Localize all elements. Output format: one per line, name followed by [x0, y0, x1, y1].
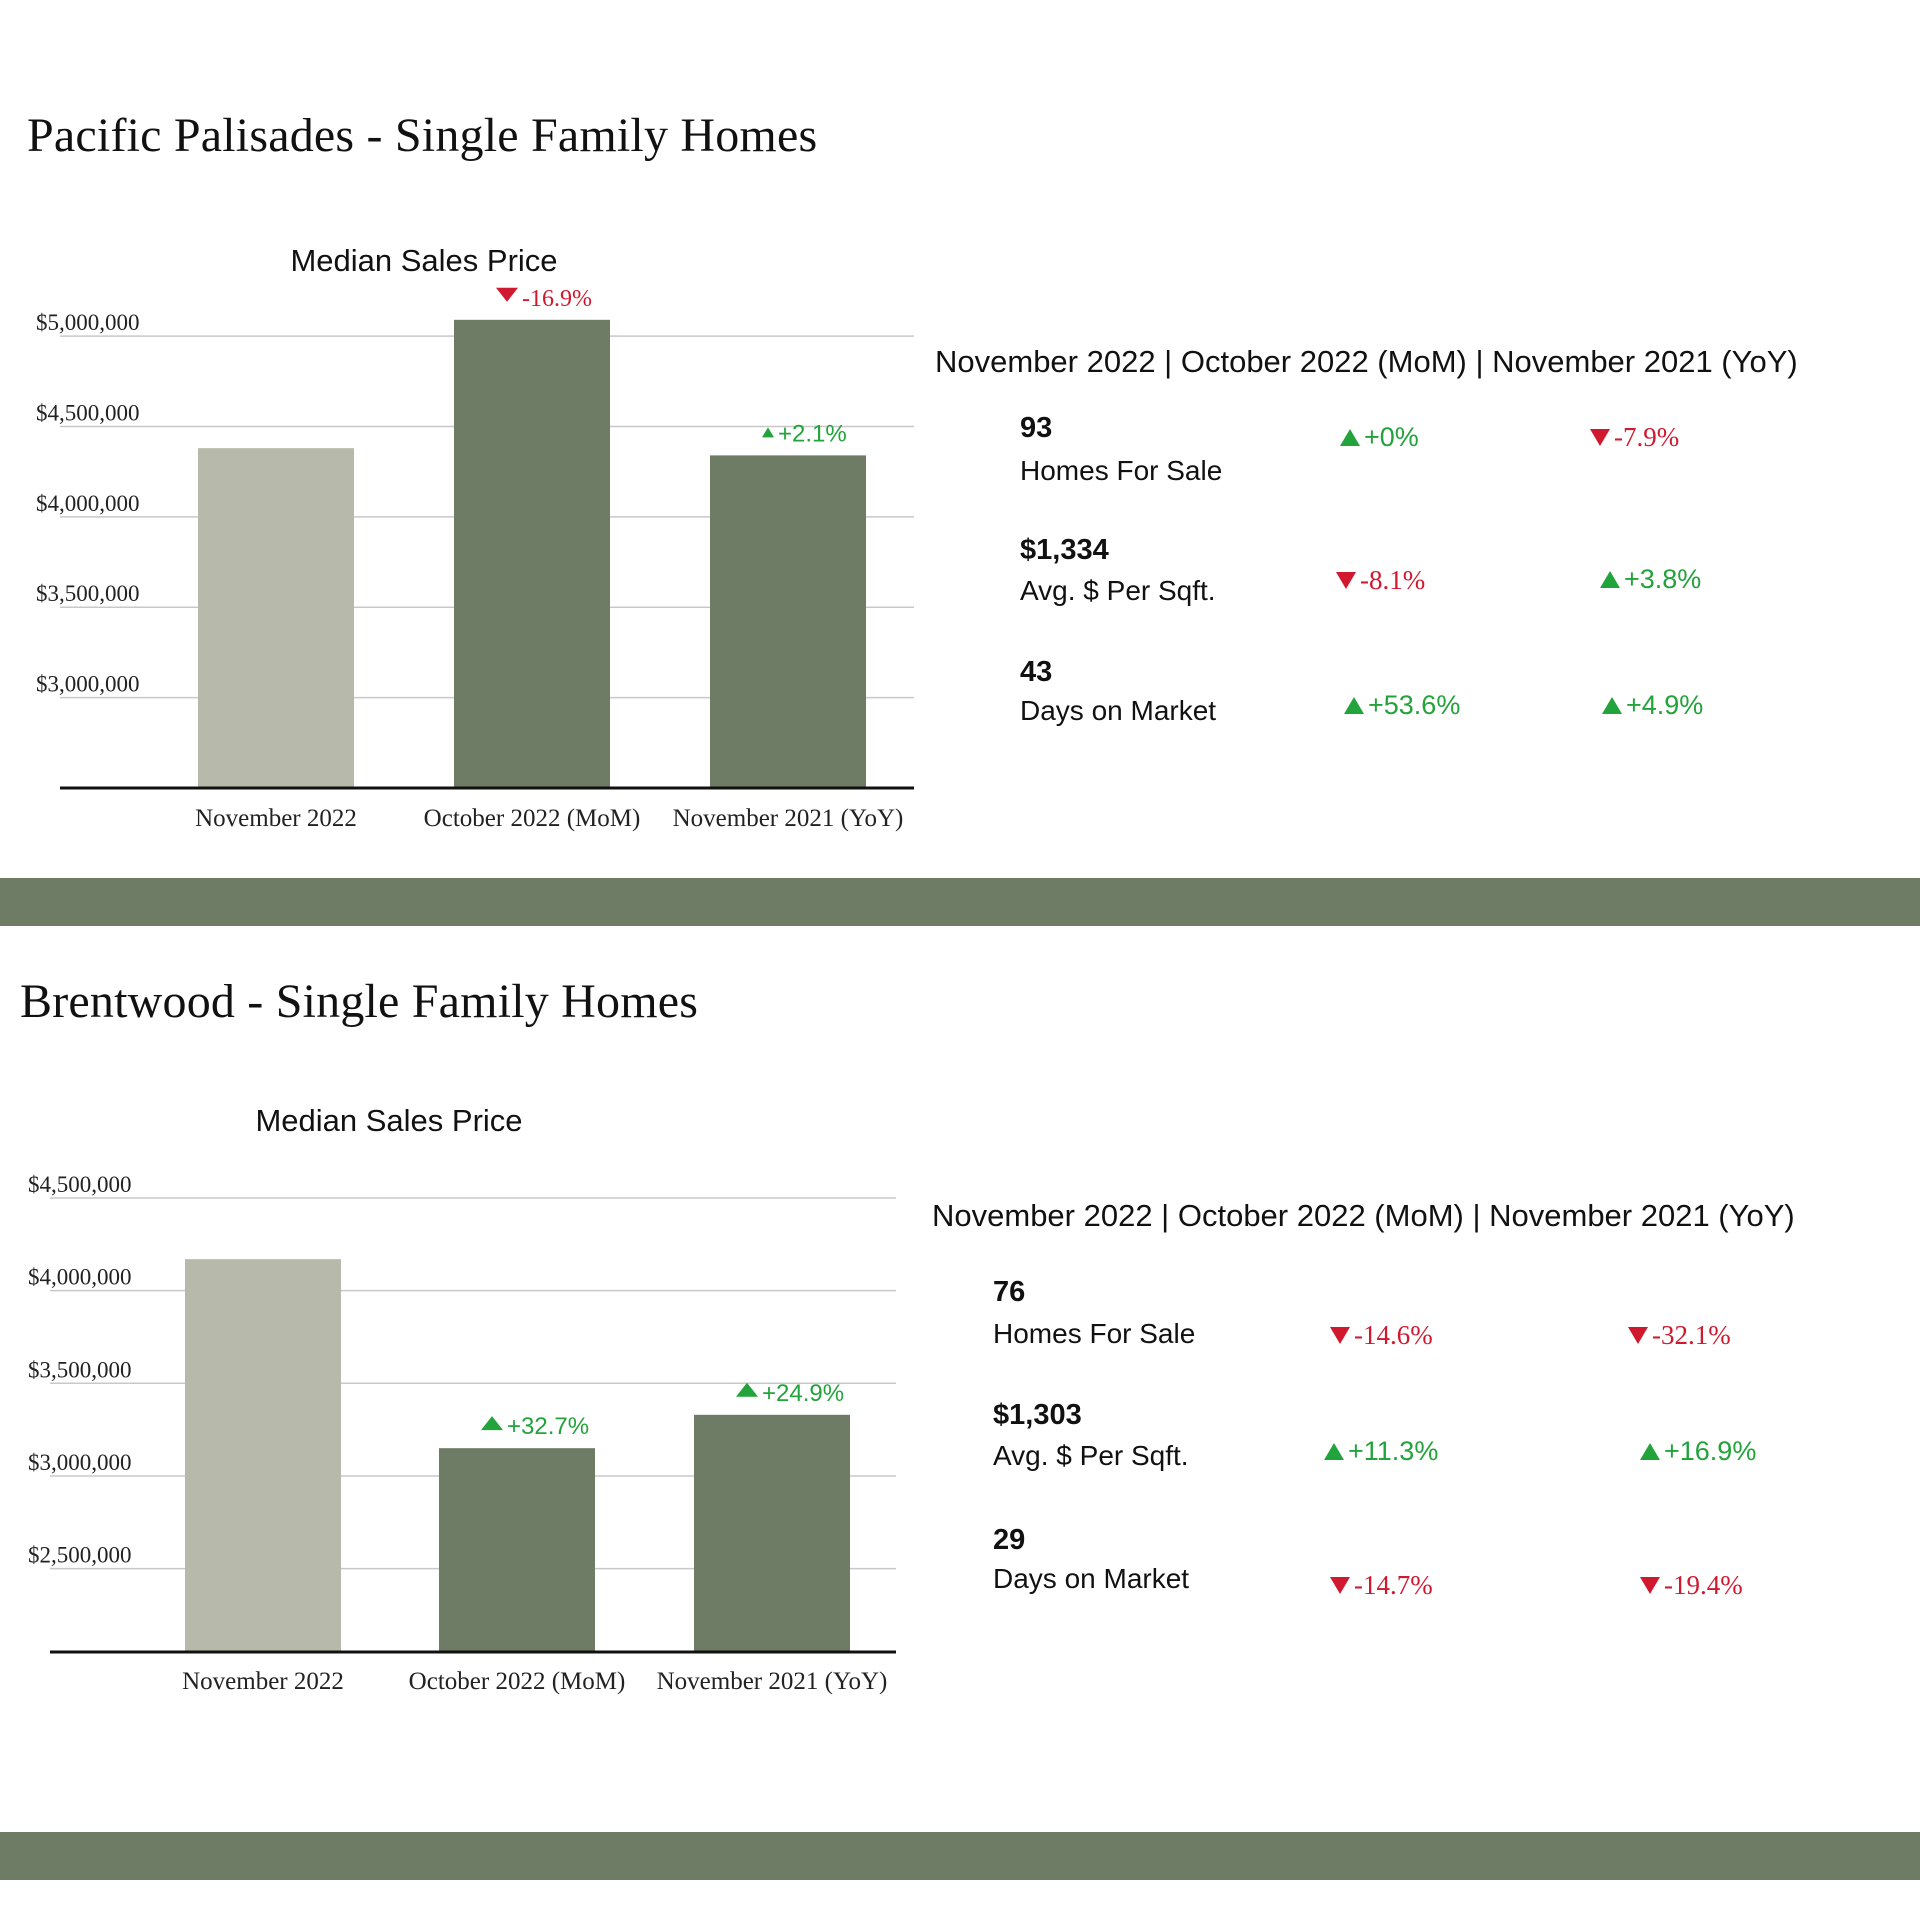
- triangle-up-icon: [481, 1416, 503, 1431]
- metric-value-avg-per-sqft: $1,334: [1020, 534, 1109, 566]
- y-tick-label: $4,000,000: [28, 1265, 132, 1290]
- bar-november-2022: [198, 448, 354, 788]
- y-tick-label: $5,000,000: [36, 310, 140, 335]
- y-tick-label: $3,500,000: [28, 1357, 132, 1382]
- metric-label-days-on-market: Days on Market: [1020, 695, 1217, 726]
- bar-october-2022-mom: [439, 1448, 595, 1652]
- mom-change-days-on-market: +53.6%: [1344, 690, 1460, 721]
- mom-change-homes-for-sale: +0%: [1340, 422, 1419, 453]
- section-divider: [0, 878, 1920, 926]
- median-sales-price-chart: $2,500,000 $3,000,000 $3,500,000 $4,000,000…: [28, 1172, 896, 1695]
- triangle-up-icon: [1340, 429, 1360, 446]
- bar-annotation: +32.7%: [507, 1413, 589, 1440]
- triangle-up-icon: [1344, 697, 1364, 714]
- chart-title: Median Sales Price: [255, 1103, 523, 1138]
- y-tick-label: $2,500,000: [28, 1543, 132, 1568]
- metric-value-days-on-market: 43: [1020, 656, 1053, 688]
- triangle-down-icon: [1336, 572, 1356, 589]
- stats-header: November 2022 | October 2022 (MoM) | Nov…: [932, 1198, 1795, 1233]
- x-tick-label: November 2021 (YoY): [673, 805, 904, 832]
- triangle-up-icon: [762, 427, 774, 438]
- triangle-down-icon: [1330, 1327, 1350, 1344]
- stats-header: November 2022 | October 2022 (MoM) | Nov…: [935, 344, 1798, 379]
- bar-november-2021-yoy: [710, 455, 866, 788]
- y-tick-label: $3,000,000: [36, 672, 140, 697]
- median-sales-price-chart: $3,000,000 $3,500,000 $4,000,000 $4,500,000…: [36, 286, 914, 832]
- yoy-change-homes-for-sale: -32.1%: [1628, 1320, 1731, 1351]
- y-tick-label: $3,000,000: [28, 1450, 132, 1475]
- metric-label-avg-per-sqft: Avg. $ Per Sqft.: [993, 1440, 1189, 1471]
- bar-annotation: +24.9%: [762, 1380, 844, 1407]
- yoy-change-avg-per-sqft: +3.8%: [1600, 564, 1701, 595]
- yoy-change-homes-for-sale: -7.9%: [1590, 422, 1679, 453]
- triangle-down-icon: [1330, 1577, 1350, 1594]
- bar-annotation: +2.1%: [778, 420, 847, 447]
- bar-november-2022: [185, 1259, 341, 1652]
- triangle-up-icon: [1600, 571, 1620, 588]
- metric-value-homes-for-sale: 76: [993, 1276, 1026, 1308]
- x-tick-label: November 2022: [182, 1668, 344, 1695]
- y-tick-label: $4,000,000: [36, 491, 140, 516]
- x-tick-label: October 2022 (MoM): [409, 1668, 626, 1695]
- triangle-up-icon: [1640, 1443, 1660, 1460]
- y-tick-label: $3,500,000: [36, 581, 140, 606]
- metric-label-homes-for-sale: Homes For Sale: [1020, 455, 1223, 486]
- section-title: Pacific Palisades - Single Family Homes: [27, 109, 818, 162]
- triangle-up-icon: [1602, 697, 1622, 714]
- triangle-down-icon: [1590, 429, 1610, 446]
- yoy-change-days-on-market: -19.4%: [1640, 1570, 1743, 1601]
- y-tick-label: $4,500,000: [28, 1172, 132, 1197]
- chart-title: Median Sales Price: [290, 243, 558, 278]
- section-title: Brentwood - Single Family Homes: [20, 975, 699, 1028]
- yoy-change-days-on-market: +4.9%: [1602, 690, 1703, 721]
- metric-label-days-on-market: Days on Market: [993, 1563, 1190, 1594]
- section-pacific-palisades: Pacific Palisades - Single Family Homes …: [0, 0, 1920, 880]
- mom-change-homes-for-sale: -14.6%: [1330, 1320, 1433, 1351]
- section-divider: [0, 1832, 1920, 1880]
- bar-november-2021-yoy: [694, 1414, 850, 1652]
- bar-annotation: -16.9%: [522, 286, 592, 312]
- triangle-up-icon: [1324, 1443, 1344, 1460]
- triangle-down-icon: [1640, 1577, 1660, 1594]
- metric-label-avg-per-sqft: Avg. $ Per Sqft.: [1020, 575, 1216, 606]
- metric-label-homes-for-sale: Homes For Sale: [993, 1318, 1196, 1349]
- metric-value-avg-per-sqft: $1,303: [993, 1399, 1082, 1431]
- metric-value-homes-for-sale: 93: [1020, 412, 1053, 444]
- y-tick-label: $4,500,000: [36, 400, 140, 425]
- triangle-down-icon: [1628, 1327, 1648, 1344]
- mom-change-avg-per-sqft: +11.3%: [1324, 1436, 1438, 1467]
- x-tick-label: October 2022 (MoM): [424, 805, 641, 832]
- mom-change-days-on-market: -14.7%: [1330, 1570, 1433, 1601]
- triangle-down-icon: [496, 287, 518, 302]
- bar-october-2022-mom: [454, 319, 610, 788]
- yoy-change-avg-per-sqft: +16.9%: [1640, 1436, 1756, 1467]
- metric-value-days-on-market: 29: [993, 1524, 1026, 1556]
- x-tick-label: November 2021 (YoY): [657, 1668, 888, 1695]
- mom-change-avg-per-sqft: -8.1%: [1336, 565, 1425, 596]
- x-tick-label: November 2022: [195, 805, 357, 832]
- triangle-up-icon: [736, 1382, 758, 1397]
